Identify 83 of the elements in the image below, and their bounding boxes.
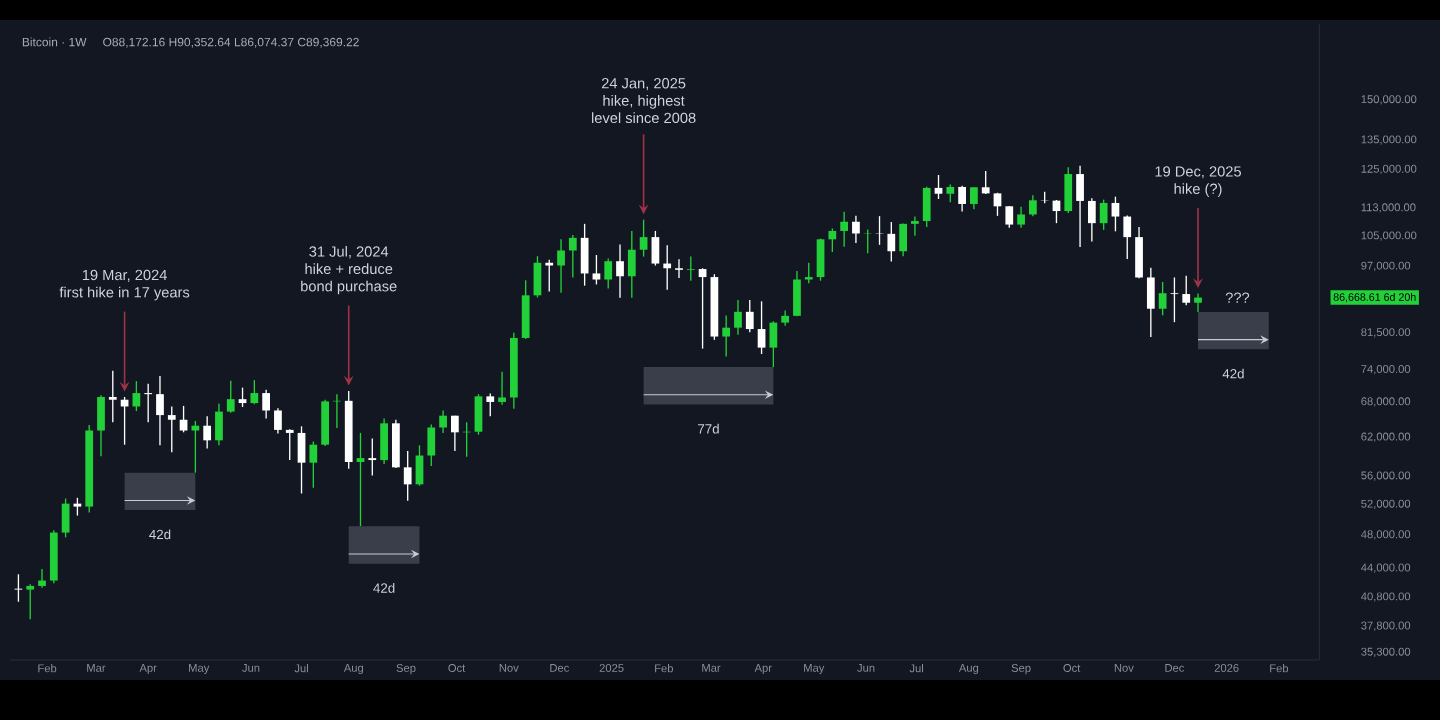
candlestick [852,215,860,244]
candlestick [627,230,636,299]
candlestick [380,417,388,465]
candlestick [38,568,46,589]
candlestick [934,174,943,200]
candlestick [451,415,459,452]
candlestick [592,254,601,286]
candlestick [1158,281,1167,317]
candlestick [179,405,188,434]
candlestick [356,432,365,527]
candlestick [757,300,766,355]
candlestick [203,415,212,450]
candlestick [1064,166,1073,214]
candlestick [1123,214,1132,260]
candlestick [1029,194,1037,217]
candlestick [486,392,495,417]
candlestick [368,437,377,477]
candlestick [285,428,294,461]
candlestick [958,185,966,213]
candlestick [734,299,742,336]
candlestick [1017,205,1025,229]
candlestick [521,279,530,340]
candlestick [1099,198,1108,231]
candlestick [816,237,825,282]
candlestick [321,399,329,447]
candlestick [545,258,554,293]
candlestick [604,257,613,290]
candlestick [297,425,306,495]
candlestick [675,258,683,279]
candlestick [722,314,731,358]
candlestick [804,262,813,284]
candlestick [156,375,164,446]
candlestick [262,389,271,420]
candlestick [970,186,978,211]
candlestick [1087,197,1096,243]
candlestick [639,218,648,258]
candlestick [498,371,506,406]
candlestick [686,255,695,282]
candlestick [144,383,153,423]
candlestick [49,529,58,584]
candlestick [828,227,837,253]
candlestick [167,405,176,453]
candlestick [238,386,247,408]
candlestick [274,407,282,435]
candlestick [191,420,200,474]
candlestick [793,270,801,317]
candlestick [108,370,117,423]
candlestick [26,583,35,620]
candlestick [309,440,318,489]
candlestick [651,230,660,267]
candlestick [899,222,907,257]
candlestick [439,409,447,434]
candlestick [474,393,483,436]
candlestick [981,170,990,195]
candlestick [1170,276,1179,323]
candlestick [557,238,565,294]
candlestick [840,211,849,248]
candlestick [215,402,223,446]
candlestick [1194,292,1202,313]
candlestick [875,215,884,246]
candlestick [250,379,259,405]
candlestick [887,221,896,263]
candlestick [911,215,919,237]
candlestick [580,223,589,287]
candlestick [392,419,400,469]
candlestick [1076,165,1084,248]
candlestick [1146,267,1155,338]
candlestick [745,299,754,333]
candlestick [61,497,70,538]
candlestick [769,320,778,368]
candlestick [568,234,577,279]
candlestick [403,450,412,502]
candlestick [1182,275,1191,306]
candlestick [226,379,235,414]
candlestick [616,243,624,299]
candlestick [427,423,436,467]
candlestick [781,309,790,327]
candlestick [922,185,931,228]
candlestick [97,394,105,457]
candlestick [14,573,23,603]
candlestick [1135,226,1143,279]
candlestick [698,267,707,350]
candlestick [1111,195,1120,232]
